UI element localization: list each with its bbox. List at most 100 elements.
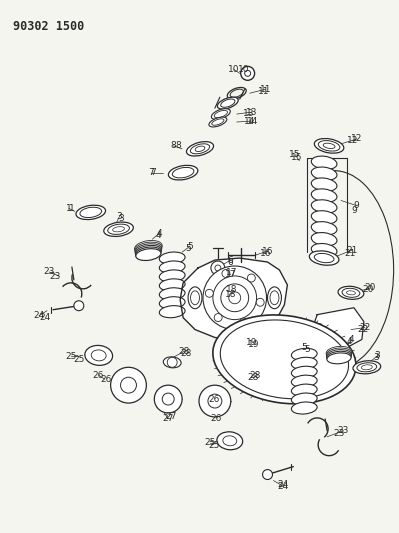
- Ellipse shape: [327, 353, 351, 364]
- Ellipse shape: [309, 251, 339, 265]
- Text: 17: 17: [226, 269, 237, 278]
- Text: 28: 28: [248, 373, 259, 382]
- Text: 24: 24: [33, 311, 44, 320]
- Text: 25: 25: [65, 352, 76, 361]
- Text: 24: 24: [277, 482, 289, 491]
- Ellipse shape: [327, 351, 351, 362]
- Ellipse shape: [168, 165, 198, 180]
- Circle shape: [263, 470, 273, 480]
- Ellipse shape: [159, 261, 185, 273]
- Text: 15: 15: [291, 154, 303, 162]
- Text: 3: 3: [119, 214, 124, 223]
- Ellipse shape: [326, 350, 352, 361]
- Text: 1: 1: [69, 204, 75, 213]
- Circle shape: [111, 367, 146, 403]
- Ellipse shape: [311, 200, 337, 213]
- Text: 90302 1500: 90302 1500: [13, 20, 85, 33]
- Circle shape: [256, 298, 264, 306]
- Text: 11: 11: [260, 85, 271, 94]
- Ellipse shape: [76, 205, 106, 220]
- Text: 10: 10: [228, 65, 239, 74]
- Text: 16: 16: [262, 247, 273, 256]
- Text: 20: 20: [363, 285, 374, 294]
- Ellipse shape: [314, 139, 344, 153]
- Text: 23: 23: [43, 268, 55, 277]
- Ellipse shape: [338, 286, 364, 300]
- Text: 4: 4: [156, 229, 162, 238]
- Circle shape: [74, 301, 84, 311]
- Text: 7: 7: [150, 168, 156, 177]
- Text: 4: 4: [155, 231, 161, 240]
- Circle shape: [199, 385, 231, 417]
- Text: 10: 10: [238, 65, 249, 74]
- Text: 8: 8: [175, 141, 181, 150]
- Circle shape: [222, 270, 230, 278]
- Circle shape: [241, 67, 255, 80]
- Circle shape: [167, 357, 177, 367]
- Ellipse shape: [159, 270, 185, 282]
- Ellipse shape: [135, 244, 162, 256]
- Text: 5: 5: [187, 241, 193, 251]
- Ellipse shape: [353, 361, 381, 374]
- Text: 27: 27: [165, 413, 177, 422]
- Text: 3: 3: [373, 353, 379, 362]
- Ellipse shape: [311, 167, 337, 180]
- Ellipse shape: [311, 156, 337, 169]
- Ellipse shape: [291, 402, 317, 414]
- Circle shape: [240, 318, 247, 326]
- Ellipse shape: [217, 97, 238, 109]
- Ellipse shape: [326, 348, 352, 360]
- Text: 5: 5: [301, 343, 307, 352]
- Text: 17: 17: [225, 270, 236, 279]
- Text: 25: 25: [204, 438, 215, 447]
- Ellipse shape: [163, 357, 181, 368]
- Ellipse shape: [267, 287, 281, 309]
- Ellipse shape: [135, 245, 162, 258]
- Text: 26: 26: [208, 394, 219, 403]
- Ellipse shape: [291, 384, 317, 396]
- Circle shape: [154, 385, 182, 413]
- Text: 13: 13: [246, 108, 257, 117]
- Text: 27: 27: [162, 415, 174, 423]
- Text: 14: 14: [244, 117, 255, 125]
- Text: 23: 23: [337, 426, 348, 435]
- Text: 25: 25: [208, 441, 219, 450]
- Circle shape: [203, 266, 267, 329]
- Text: 12: 12: [347, 136, 358, 146]
- Ellipse shape: [311, 244, 337, 257]
- Circle shape: [205, 289, 213, 297]
- Ellipse shape: [134, 240, 162, 254]
- Ellipse shape: [159, 288, 185, 300]
- Ellipse shape: [135, 242, 162, 255]
- Polygon shape: [180, 258, 287, 340]
- Text: 9: 9: [353, 201, 359, 210]
- Ellipse shape: [159, 279, 185, 291]
- Text: 1: 1: [66, 204, 72, 213]
- Text: 4: 4: [347, 337, 353, 346]
- Ellipse shape: [326, 346, 352, 358]
- Text: 7: 7: [148, 168, 154, 177]
- Text: 4: 4: [349, 335, 355, 344]
- Ellipse shape: [136, 249, 161, 261]
- Ellipse shape: [291, 366, 317, 378]
- Text: 20: 20: [365, 284, 376, 292]
- Ellipse shape: [291, 357, 317, 369]
- Ellipse shape: [186, 142, 213, 156]
- Ellipse shape: [217, 432, 243, 450]
- Ellipse shape: [211, 109, 230, 119]
- Text: 9: 9: [351, 206, 357, 215]
- Text: 22: 22: [357, 325, 368, 334]
- Text: 26: 26: [101, 375, 112, 384]
- Text: 26: 26: [210, 415, 221, 423]
- Ellipse shape: [159, 252, 185, 264]
- Text: 28: 28: [180, 349, 192, 358]
- Ellipse shape: [239, 382, 256, 392]
- Ellipse shape: [311, 211, 337, 224]
- Text: 18: 18: [225, 290, 236, 300]
- Ellipse shape: [209, 117, 227, 127]
- Text: 23: 23: [49, 272, 60, 281]
- Text: 19: 19: [248, 340, 259, 349]
- Ellipse shape: [311, 189, 337, 202]
- Text: 15: 15: [289, 150, 301, 159]
- Ellipse shape: [291, 375, 317, 387]
